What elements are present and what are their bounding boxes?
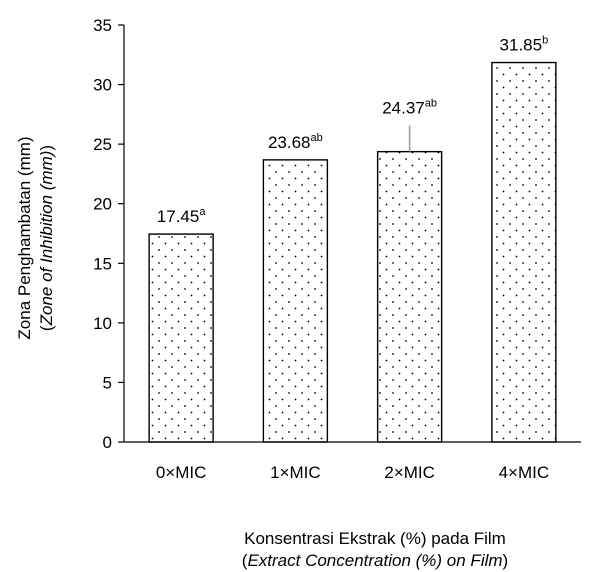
significance-letter: ab [311, 132, 323, 144]
significance-letter: b [542, 35, 548, 47]
value-label: 31.85b [500, 35, 549, 55]
y-axis-title-line1: Zona Penghambatan (mm) [15, 136, 34, 339]
x-tick-label: 1×MIC [270, 463, 321, 482]
y-tick-label: 15 [93, 254, 112, 273]
significance-letter: ab [425, 97, 437, 109]
value-label: 24.37ab [382, 97, 437, 117]
value-number: 23.68 [268, 133, 311, 152]
value-number: 31.85 [500, 36, 543, 55]
y-tick-label: 25 [93, 135, 112, 154]
x-axis-tick-labels: 0×MIC 1×MIC 2×MIC 4×MIC [156, 463, 549, 482]
y-axis-ticks: 0 5 10 15 20 25 30 35 [93, 16, 124, 452]
y-tick-label: 5 [103, 373, 112, 392]
y-tick-label: 35 [93, 16, 112, 35]
y-axis-title: Zona Penghambatan (mm) (Zone of Inhibiti… [15, 136, 56, 339]
value-label: 23.68ab [268, 132, 323, 152]
x-tick-label: 2×MIC [384, 463, 435, 482]
value-number: 17.45 [157, 207, 200, 226]
x-tick-label: 4×MIC [499, 463, 550, 482]
x-tick-label: 0×MIC [156, 463, 207, 482]
bar [262, 159, 329, 443]
significance-letter: a [199, 206, 206, 218]
x-axis-title-line1: Konsentrasi Ekstrak (%) pada Film [244, 529, 506, 548]
y-tick-label: 30 [93, 76, 112, 95]
bar [148, 233, 214, 443]
bar [491, 61, 557, 443]
y-axis-title-line2: (Zone of Inhibition (mm)) [37, 145, 56, 331]
value-label: 17.45a [157, 206, 207, 226]
y-tick-label: 20 [93, 195, 112, 214]
bars [148, 61, 557, 443]
y-tick-label: 10 [93, 314, 112, 333]
x-axis-title: Konsentrasi Ekstrak (%) pada Film (Extra… [242, 529, 508, 570]
value-number: 24.37 [382, 98, 425, 117]
y-tick-label: 0 [103, 433, 112, 452]
x-axis-title-line2: (Extract Concentration (%) on Film) [242, 551, 508, 570]
bar [376, 150, 443, 443]
